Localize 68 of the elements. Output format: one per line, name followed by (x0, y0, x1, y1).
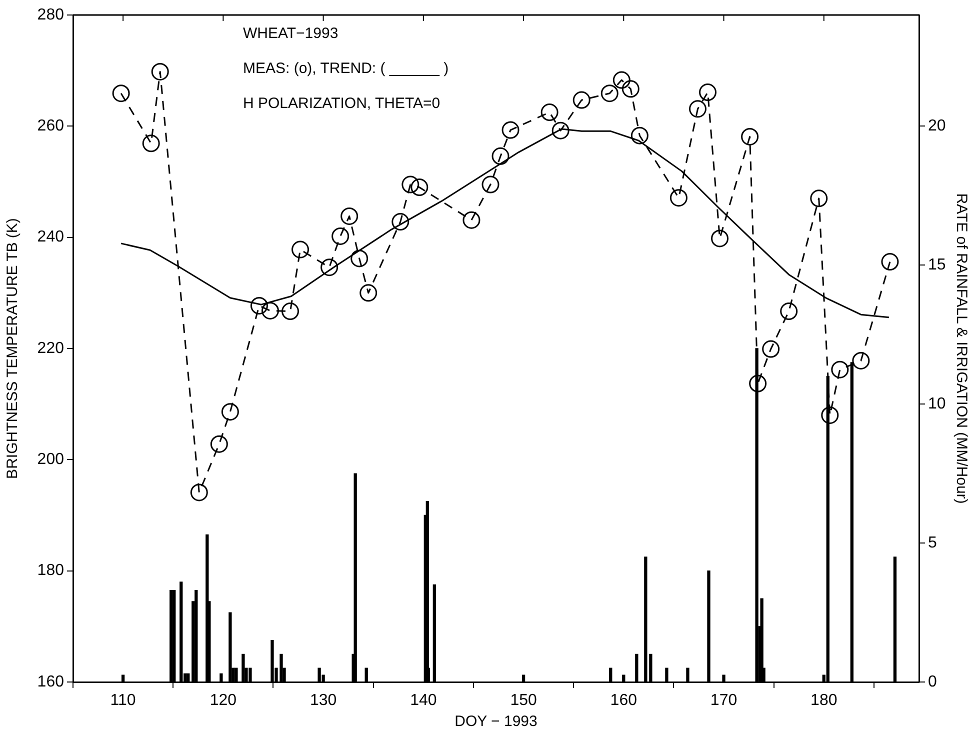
point (190, 484, 208, 502)
annotation: WHEAT−1993 (243, 25, 338, 42)
point (810, 190, 828, 208)
point (250, 296, 268, 314)
x-tick-label: 110 (110, 692, 136, 710)
y2-tick-label: 0 (928, 673, 937, 690)
y-tick-label: 180 (37, 562, 64, 580)
point (332, 227, 350, 245)
point (688, 100, 706, 118)
point (831, 360, 849, 378)
point (221, 403, 239, 421)
x-tick-label: 180 (810, 692, 838, 710)
point (292, 240, 310, 258)
point (780, 302, 798, 320)
point (540, 104, 558, 122)
point (482, 176, 500, 194)
y2-axis-title: RATE of RAINFALL & IRRIGATION (MM/Hour) (952, 193, 970, 504)
point (630, 126, 648, 144)
y-tick-label: 260 (37, 118, 64, 135)
point (320, 258, 338, 276)
point (762, 340, 780, 358)
y2-tick-label: 10 (928, 395, 946, 412)
point (881, 253, 899, 271)
point (502, 121, 520, 139)
point (151, 62, 169, 80)
point (670, 189, 688, 207)
annotation: H POLARIZATION, THETA=0 (243, 95, 440, 112)
y2-tick-label: 15 (928, 256, 946, 274)
point (749, 374, 767, 392)
point (552, 122, 570, 140)
x-axis-title: DOY − 1993 (454, 713, 538, 730)
point (360, 284, 378, 302)
point (261, 302, 279, 320)
point (282, 302, 300, 320)
point (711, 230, 729, 248)
y-tick-label: 240 (37, 228, 64, 246)
point (112, 84, 130, 102)
y-axis-title: BRIGHTNESS TEMPERATURE TB (K) (4, 218, 22, 479)
y2-tick-label: 5 (928, 534, 937, 552)
x-tick-label: 160 (610, 692, 638, 710)
point (142, 134, 160, 152)
point (600, 84, 618, 102)
point (612, 71, 630, 89)
point (410, 178, 428, 196)
x-tick-label: 140 (410, 692, 437, 710)
point (852, 352, 870, 370)
point (392, 213, 410, 231)
point (402, 176, 420, 194)
point (462, 211, 480, 229)
y-tick-label: 160 (37, 673, 64, 690)
point (821, 406, 839, 424)
x-tick-label: 150 (510, 692, 537, 710)
annotation: MEAS: (o), TREND: ( ______ ) (243, 60, 449, 78)
y-tick-label: 280 (37, 6, 64, 24)
x-tick-label: 170 (710, 692, 738, 710)
point (210, 435, 228, 453)
y-tick-label: 220 (37, 340, 64, 357)
y2-tick-label: 20 (928, 118, 946, 135)
point (350, 250, 368, 268)
point (572, 91, 590, 109)
point (699, 84, 716, 102)
y-tick-label: 200 (37, 451, 64, 468)
point (492, 147, 510, 165)
point (741, 128, 759, 146)
point (622, 80, 640, 98)
x-tick-label: 130 (310, 692, 337, 710)
point (340, 207, 358, 225)
x-tick-label: 120 (210, 692, 237, 710)
